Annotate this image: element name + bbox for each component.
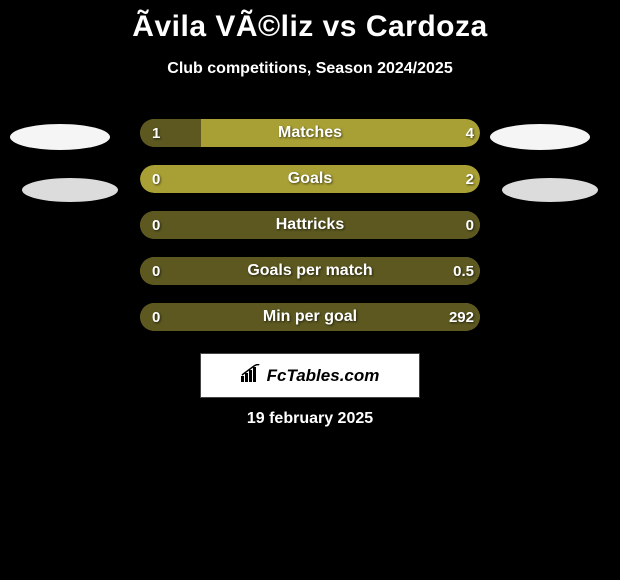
stat-value-right: 2 (454, 171, 474, 188)
stat-value-right: 292 (440, 309, 474, 326)
stat-label: Goals per match (140, 262, 480, 280)
stat-row: Goals per match0 0.5 (0, 248, 620, 294)
stat-row: Hattricks0 0 (0, 202, 620, 248)
stat-value-left: 0 (152, 309, 160, 326)
decorative-ellipse (502, 178, 598, 202)
stat-value-left: 0 (152, 171, 160, 188)
page-title: Ãvila VÃ©liz vs Cardoza (0, 0, 620, 44)
stat-value-left: 0 (152, 263, 160, 280)
subtitle: Club competitions, Season 2024/2025 (0, 60, 620, 78)
chart-icon (241, 364, 263, 387)
stat-label: Matches (140, 124, 480, 142)
decorative-ellipse (10, 124, 110, 150)
stat-row: Min per goal0 292 (0, 294, 620, 340)
stat-value-right: 4 (454, 125, 474, 142)
stat-label: Goals (140, 170, 480, 188)
date-text: 19 february 2025 (0, 410, 620, 428)
stat-value-right: 0 (454, 217, 474, 234)
stat-value-left: 1 (152, 125, 160, 142)
stat-value-left: 0 (152, 217, 160, 234)
decorative-ellipse (490, 124, 590, 150)
stat-label: Min per goal (140, 308, 480, 326)
stat-value-right: 0.5 (440, 263, 474, 280)
stat-label: Hattricks (140, 216, 480, 234)
brand-text: FcTables.com (267, 366, 380, 386)
decorative-ellipse (22, 178, 118, 202)
brand-box[interactable]: FcTables.com (200, 353, 420, 398)
